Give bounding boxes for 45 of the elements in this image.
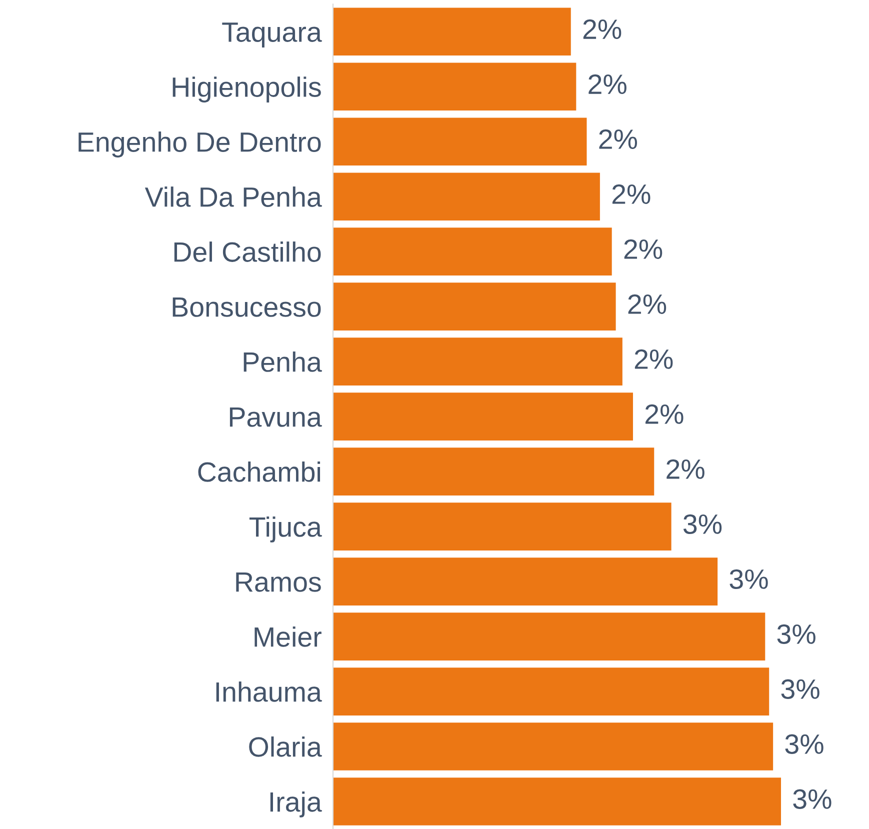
y-tick-label: Ramos: [236, 572, 321, 592]
data-label: 2%: [634, 349, 673, 369]
bar: [333, 722, 774, 770]
y-tick-label: Taquara: [222, 22, 322, 48]
data-label: 2%: [599, 129, 638, 149]
y-tick-label: Tijuca: [249, 516, 322, 542]
bar: [333, 502, 672, 550]
bar: [333, 778, 781, 826]
y-tick-label: Iraja: [270, 791, 322, 818]
y-tick-label: Vila Da Penha: [144, 186, 322, 207]
bar: [333, 62, 576, 111]
data-label: 2%: [628, 294, 666, 314]
y-tick-label: Olaria: [249, 736, 322, 757]
data-label: 2%: [624, 239, 662, 259]
bar: [333, 228, 612, 276]
y-tick-label: Del Castilho: [174, 242, 321, 262]
bar: [333, 118, 587, 166]
bar: [333, 338, 622, 386]
data-label: 3%: [785, 734, 824, 754]
y-tick-label: Cachambi: [198, 462, 320, 482]
bar: [333, 612, 766, 660]
bar: [333, 8, 571, 56]
y-tick-label: Pavuna: [230, 408, 322, 427]
y-tick-label: Bonsucesso: [172, 298, 321, 317]
data-label: 2%: [666, 459, 704, 479]
y-tick-label: Higienopolis: [172, 76, 321, 102]
data-label: 2%: [612, 184, 650, 204]
data-label: 2%: [645, 404, 684, 424]
data-label: 3%: [777, 624, 816, 644]
bar: [333, 558, 718, 606]
bar: [333, 282, 616, 331]
bar: [333, 668, 770, 716]
bar: [333, 172, 600, 221]
y-tick-label: Penha: [244, 352, 322, 372]
y-tick-label: Engenho De Dentro: [78, 132, 321, 158]
data-label: 3%: [793, 789, 832, 809]
y-tick-label: Inhauma: [216, 681, 322, 702]
data-label: 2%: [583, 19, 622, 39]
data-label: 3%: [781, 679, 820, 699]
y-tick-label: Meier: [254, 626, 322, 647]
bar: [333, 392, 633, 440]
data-label: 2%: [588, 74, 626, 94]
data-label: 3%: [683, 514, 722, 534]
data-label: 3%: [730, 569, 768, 589]
bar: [333, 448, 654, 496]
